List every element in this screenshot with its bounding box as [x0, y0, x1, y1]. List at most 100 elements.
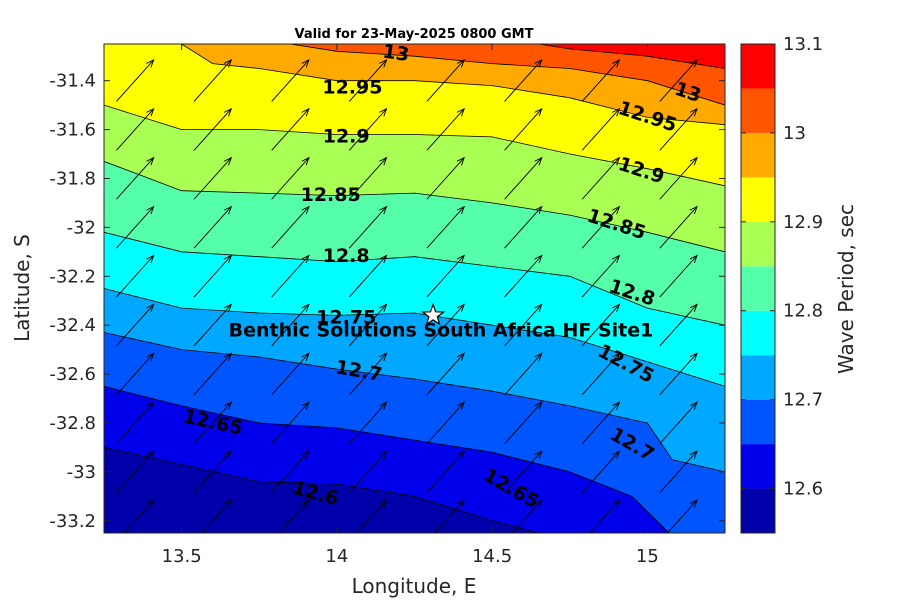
vector-arrow [504, 205, 543, 249]
vector-arrow [193, 205, 233, 249]
plot-frame [103, 43, 726, 534]
contour-fills [104, 44, 725, 533]
vector-arrow [271, 450, 310, 493]
vector-arrow [271, 58, 310, 102]
contour-value-label: 13 [381, 41, 410, 66]
plot-area: 1312.9512.912.8512.812.7512.712.6512.613… [103, 41, 726, 534]
vector-arrow [659, 303, 698, 347]
vector-arrow [116, 450, 155, 493]
contour-line [104, 161, 725, 253]
vector-arrow [348, 58, 388, 102]
colorbar-swatch [741, 88, 775, 133]
vector-arrow [589, 499, 621, 533]
vector-arrow [581, 254, 621, 298]
vector-arrow [581, 107, 621, 151]
chart-title: Valid for 23-May-2025 0800 GMT [295, 27, 534, 42]
vector-arrow [116, 107, 155, 151]
vector-arrow [356, 499, 388, 533]
vector-arrow [504, 401, 543, 445]
colorbar-tick-label: 12.9 [783, 212, 823, 233]
vector-arrow [504, 156, 543, 200]
vector-arrow [348, 303, 388, 347]
vector-arrow [426, 450, 465, 493]
contour-line [104, 231, 725, 326]
vector-arrow [193, 303, 233, 347]
y-tick-label: -31.4 [49, 71, 96, 92]
vector-arrow [116, 205, 155, 249]
vector-arrow [511, 499, 543, 533]
y-axis-label: Latitude, S [10, 234, 34, 342]
vector-arrow [193, 58, 233, 102]
vector-arrow [193, 450, 233, 493]
contour-line [104, 332, 725, 473]
contour-line [104, 447, 539, 533]
vector-arrow [581, 401, 621, 445]
vector-arrow [123, 499, 155, 533]
colorbar-label: Wave Period, sec [834, 204, 858, 374]
vector-arrow [348, 254, 388, 298]
vector-arrow [426, 205, 465, 249]
contour-line [538, 44, 725, 69]
vector-arrow [201, 499, 233, 533]
vector-arrow [504, 352, 543, 396]
vector-arrow [116, 156, 155, 200]
vector-arrow [116, 303, 155, 347]
vector-arrow [348, 107, 388, 151]
vector-arrow [659, 450, 698, 493]
x-tick-label: 14.5 [472, 546, 512, 567]
colorbar: 12.6 12.7 12.8 12.9 13 13.1 [740, 34, 823, 534]
vector-arrow [271, 254, 310, 298]
vector-arrow [581, 156, 621, 200]
y-tick-label: -33 [67, 462, 96, 483]
colorbar-frame [740, 43, 776, 534]
vector-arrow [271, 156, 310, 200]
vector-arrow [426, 107, 465, 151]
contour-line [290, 44, 725, 106]
vector-arrow [193, 254, 233, 298]
colorbar-swatch [741, 310, 775, 356]
colorbar-tick-label: 13.1 [783, 34, 823, 55]
y-tick-label: -32.6 [49, 364, 96, 385]
y-tick-label: -31.8 [49, 168, 96, 189]
vector-arrow [271, 401, 310, 445]
vector-arrow [433, 499, 465, 533]
vector-arrow [348, 352, 388, 396]
y-tick-label: -32.8 [49, 413, 96, 434]
vector-arrow [666, 499, 698, 533]
vector-arrow [504, 450, 543, 493]
colorbar-swatch [741, 488, 775, 533]
vector-arrow [659, 401, 698, 445]
vector-arrow [659, 58, 698, 102]
direction-vectors [116, 58, 698, 533]
y-tick-label: -32 [67, 217, 96, 238]
vector-arrow [581, 58, 621, 102]
x-axis: 13.5 14 14.5 15 [162, 44, 659, 567]
vector-arrow [271, 352, 310, 396]
colorbar-swatch [741, 177, 775, 222]
vector-arrow [659, 205, 698, 249]
colorbar-swatch [741, 399, 775, 445]
contour-value-label: 12.9 [323, 125, 370, 147]
contour-line [104, 104, 725, 187]
vector-arrow [581, 205, 621, 249]
vector-arrow [659, 156, 698, 200]
vector-arrow [348, 401, 388, 445]
x-tick-label: 14 [325, 546, 348, 567]
site-label: Benthic Solutions South Africa HF Site1 [229, 319, 654, 341]
x-axis-label: Longitude, E [352, 574, 477, 598]
vector-arrow [426, 156, 465, 200]
colorbar-swatch [741, 221, 775, 267]
site-star-marker [421, 302, 446, 326]
contour-line [104, 385, 670, 533]
colorbar-tick-label: 13 [783, 123, 806, 144]
vector-arrow [581, 352, 621, 396]
vector-arrow [116, 254, 155, 298]
vector-arrow [659, 352, 698, 396]
colorbar-tick-label: 12.6 [783, 479, 823, 500]
vector-arrow [271, 205, 310, 249]
vector-arrow [426, 303, 465, 347]
vector-arrow [193, 107, 233, 151]
contour-value-label: 12.95 [322, 77, 382, 99]
colorbar-swatch [741, 44, 775, 89]
